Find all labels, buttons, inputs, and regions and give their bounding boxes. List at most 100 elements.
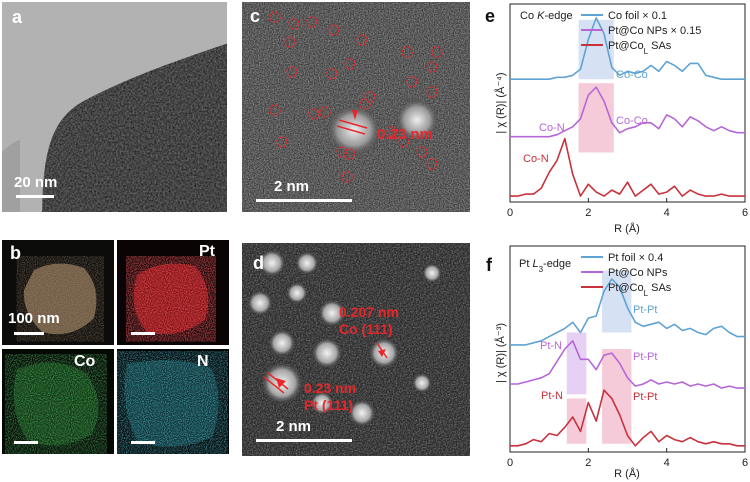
scale-bar-label-c: 2 nm [274, 178, 310, 195]
panel-label-a: a [12, 7, 23, 27]
atom-marker-circle [416, 146, 428, 158]
plot-frame-f [509, 245, 746, 453]
chart-f-svg: 0 2 4 6 Pt foil × 0.4 Pt@Co NPs Pt@CoL SAs Pt… [494, 245, 748, 480]
panel-d-haadf-image: d 0.207 nm Co (111) 0.23 nm Pt (111) 2 n… [242, 243, 470, 456]
highlight-band [602, 270, 632, 333]
atom-marker-circle [336, 146, 348, 158]
atom-marker-circle [269, 11, 281, 23]
highlight-band [602, 349, 632, 444]
legend-label: Pt@Co NPs × 0.15 [608, 25, 701, 37]
x-tick-label: 6 [742, 207, 748, 219]
atom-marker-circle [359, 98, 371, 110]
panel-label-f: f [486, 255, 492, 275]
y-axis-label-e: | χ (R)| (Å⁻⁴) [494, 72, 507, 133]
atom-marker-circle [276, 136, 288, 148]
panel-label-d: d [253, 253, 264, 273]
highlight-band [566, 398, 587, 444]
highlight-band [578, 83, 614, 153]
nanoparticle [310, 391, 334, 415]
scale-bar-label-a: 20 nm [14, 174, 58, 191]
nanoparticle [412, 373, 432, 393]
annotation-pt111-spacing: 0.23 nm [304, 380, 357, 396]
edge-title-f: Pt L3-edge [519, 258, 571, 274]
annotation-pt111-plane: Pt (111) [304, 397, 354, 413]
ann-co-n-sas: Co-N [523, 153, 549, 165]
atom-marker-circle [344, 58, 356, 70]
atom-marker-circle [328, 24, 340, 36]
x-tick-label: 4 [664, 457, 670, 469]
ann-co-co-nps: Co-Co [616, 115, 648, 127]
atom-marker-circle [326, 68, 338, 80]
x-axis-label-f: R (Å) [614, 467, 640, 480]
scale-bar-b [14, 332, 44, 335]
atom-marker-circle [284, 36, 296, 48]
eds-co-label: Co [74, 353, 96, 370]
scale-bar-a [16, 195, 54, 198]
series-line [510, 340, 745, 389]
x-tick-label: 2 [585, 207, 591, 219]
plot-frame-e [509, 3, 746, 203]
nanoparticle [247, 290, 273, 316]
ann-pt-pt-foil: Pt-Pt [633, 304, 657, 316]
ann-pt-n-nps: Pt-N [540, 340, 562, 352]
nanoparticle [258, 249, 286, 277]
ann-pt-pt-nps: Pt-Pt [633, 351, 657, 363]
x-tick-label: 6 [742, 457, 748, 469]
legend-label: Pt@CoL SAs [608, 282, 672, 298]
scale-bar-c [256, 199, 352, 202]
series-line [510, 278, 745, 346]
eds-n-map: N [117, 349, 229, 454]
scale-bar-co [14, 441, 38, 444]
scale-bar-pt [131, 332, 155, 335]
legend-label: Pt@Co NPs [608, 267, 668, 279]
panel-label-c: c [250, 6, 261, 26]
atom-marker-circle [398, 136, 410, 148]
nanoparticle [286, 282, 308, 304]
atom-marker-circle [308, 108, 320, 120]
series-line [510, 17, 745, 80]
scale-bar-n [131, 441, 155, 444]
chart-e-svg: 0 2 4 6 Co foil × 0.1 Pt@Co NPs × 0.15 Pt@CoL… [494, 3, 748, 235]
x-tick-label: 0 [507, 457, 513, 469]
atom-marker-circle [319, 106, 331, 118]
scale-bar-d [256, 439, 352, 442]
atom-marker-circle [269, 104, 281, 116]
ann-pt-pt-sas: Pt-Pt [633, 391, 657, 403]
legend-label: Pt foil × 0.4 [608, 252, 663, 264]
ann-co-n-nps: Co-N [539, 122, 565, 134]
eds-overlay-map: b 100 nm [2, 240, 114, 345]
eds-pt-label: Pt [199, 243, 215, 260]
legend-label: Pt@CoL SAs [608, 40, 672, 56]
atom-marker-circle [426, 158, 438, 170]
panel-c-haadf-image: c 0.23 nm 2 nm [242, 2, 470, 212]
atom-marker-circle [288, 18, 300, 30]
atom-marker-circle [306, 16, 318, 28]
ann-pt-n-sas: Pt-N [541, 390, 563, 402]
eds-n-label: N [197, 353, 209, 370]
panel-f-chart: f 0 2 4 6 Pt foil × 0.4 Pt@Co NPs Pt@CoL SAs … [485, 242, 750, 482]
panel-b-eds-maps: b 100 nm Pt Co [2, 240, 229, 454]
atom-marker-circle [431, 46, 443, 58]
nanoparticle [318, 299, 346, 327]
atom-marker-circle [286, 66, 298, 78]
atom-marker-circle [344, 148, 356, 160]
highlight-band [566, 332, 587, 395]
atom-marker-circle [341, 171, 353, 183]
tem-image [2, 2, 227, 212]
panel-label-b: b [10, 243, 21, 263]
x-tick-label: 0 [507, 207, 513, 219]
series-line [510, 137, 745, 197]
panel-a-tem-image: a 20 nm [2, 2, 227, 212]
nanoparticle [311, 337, 343, 369]
atom-marker-circle [364, 91, 376, 103]
lattice-spacing-c: 0.23 nm [377, 126, 433, 143]
annotation-co111-spacing: 0.207 nm [339, 304, 399, 320]
y-axis-label-f: | χ (R)| (Å⁻³) [494, 323, 507, 383]
nanoparticle [295, 251, 319, 275]
panel-label-e: e [485, 6, 496, 26]
atom-marker-circle [426, 86, 438, 98]
atom-marker-circle [386, 126, 398, 138]
atom-marker-circle [426, 61, 438, 73]
edge-title-e: Co K-edge [520, 10, 573, 22]
nanoparticle [348, 399, 376, 427]
